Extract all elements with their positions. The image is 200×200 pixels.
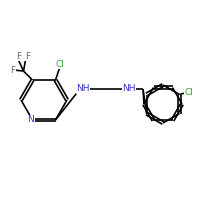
Text: F: F: [10, 66, 15, 75]
Text: NH: NH: [122, 84, 136, 93]
Text: Cl: Cl: [55, 60, 64, 69]
Text: F: F: [25, 52, 30, 61]
Text: N: N: [28, 115, 34, 124]
Text: Cl: Cl: [184, 88, 193, 97]
Text: F: F: [16, 52, 21, 61]
Text: NH: NH: [76, 84, 90, 93]
